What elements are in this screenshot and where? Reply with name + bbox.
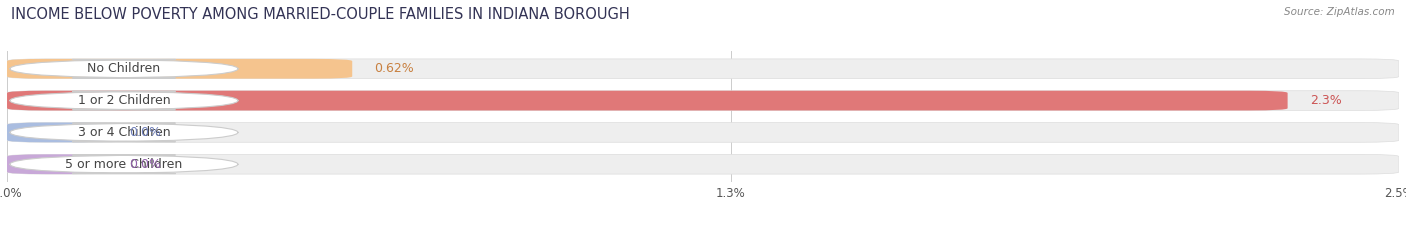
FancyBboxPatch shape xyxy=(7,123,107,142)
Text: 5 or more Children: 5 or more Children xyxy=(65,158,183,171)
Text: 1 or 2 Children: 1 or 2 Children xyxy=(77,94,170,107)
FancyBboxPatch shape xyxy=(10,155,238,174)
FancyBboxPatch shape xyxy=(7,59,1399,79)
FancyBboxPatch shape xyxy=(10,91,238,110)
Text: 0.62%: 0.62% xyxy=(374,62,415,75)
Text: 3 or 4 Children: 3 or 4 Children xyxy=(77,126,170,139)
FancyBboxPatch shape xyxy=(7,154,1399,174)
Text: 0.0%: 0.0% xyxy=(129,158,162,171)
FancyBboxPatch shape xyxy=(7,91,1288,110)
Text: 0.0%: 0.0% xyxy=(129,126,162,139)
FancyBboxPatch shape xyxy=(7,123,1399,142)
Text: No Children: No Children xyxy=(87,62,160,75)
FancyBboxPatch shape xyxy=(7,91,1399,110)
FancyBboxPatch shape xyxy=(10,123,238,142)
Text: INCOME BELOW POVERTY AMONG MARRIED-COUPLE FAMILIES IN INDIANA BOROUGH: INCOME BELOW POVERTY AMONG MARRIED-COUPL… xyxy=(11,7,630,22)
FancyBboxPatch shape xyxy=(7,59,353,79)
FancyBboxPatch shape xyxy=(10,59,238,78)
Text: Source: ZipAtlas.com: Source: ZipAtlas.com xyxy=(1284,7,1395,17)
FancyBboxPatch shape xyxy=(7,154,107,174)
Text: 2.3%: 2.3% xyxy=(1310,94,1341,107)
